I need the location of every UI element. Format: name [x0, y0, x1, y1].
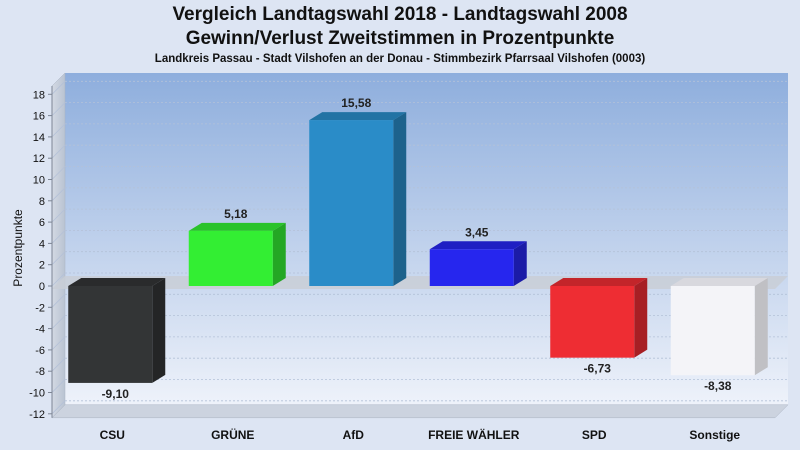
- data-label: -6,73: [584, 362, 612, 376]
- y-tick-label: -10: [29, 388, 45, 400]
- bar: [670, 286, 755, 376]
- y-tick-label: -12: [29, 409, 45, 421]
- bar-side: [634, 278, 648, 358]
- bar-side: [272, 222, 286, 286]
- grid-line-side: [51, 230, 66, 244]
- grid-line-side: [51, 357, 66, 372]
- bar-side: [513, 241, 527, 286]
- bar: [550, 286, 635, 358]
- y-tick-label: -8: [35, 366, 45, 378]
- bar-top: [68, 278, 166, 286]
- grid-line-side: [51, 208, 66, 223]
- bar: [68, 286, 153, 383]
- grid-line-side: [51, 251, 66, 265]
- y-tick-label: 12: [33, 153, 45, 165]
- chart-subtitle: Landkreis Passau - Stadt Vilshofen an de…: [154, 53, 646, 65]
- grid-line-side: [51, 400, 66, 415]
- data-label: 3,45: [465, 225, 489, 239]
- bar-top: [309, 112, 407, 121]
- bar-top: [670, 278, 768, 286]
- x-tick-label: CSU: [100, 428, 125, 442]
- grid-line-side: [51, 166, 66, 180]
- chart-title-line2: Gewinn/Verlust Zweitstimmen in Prozentpu…: [185, 28, 615, 49]
- y-tick-label: -6: [35, 345, 45, 357]
- y-tick-label: 14: [33, 132, 45, 144]
- grid-line-side: [51, 336, 66, 351]
- bar-top: [429, 241, 527, 250]
- y-tick-label: 10: [33, 175, 45, 187]
- data-label: -8,38: [704, 379, 732, 393]
- grid-line-side: [51, 102, 66, 116]
- bar: [429, 249, 514, 286]
- x-tick-label: GRÜNE: [211, 427, 254, 442]
- left-wall: [51, 72, 66, 419]
- x-tick-label: Sonstige: [689, 428, 740, 442]
- bar: [309, 120, 394, 286]
- bar-top: [550, 278, 648, 286]
- data-label: 5,18: [224, 207, 248, 221]
- y-axis-label: Prozentpunkte: [11, 209, 25, 287]
- x-tick-label: FREIE WÄHLER: [428, 427, 520, 442]
- bar-side: [754, 278, 768, 376]
- grid-line-side: [51, 294, 66, 308]
- y-tick-label: 4: [39, 238, 45, 250]
- x-tick-label: AfD: [343, 428, 365, 442]
- bar-top: [188, 222, 286, 231]
- floor: [51, 404, 789, 419]
- chart-title: Vergleich Landtagswahl 2018 - Landtagswa…: [172, 4, 628, 25]
- grid-line-side: [51, 272, 66, 287]
- grid-line-side: [51, 379, 66, 393]
- y-tick-label: 8: [39, 196, 45, 208]
- bar: [188, 230, 273, 286]
- x-tick-label: SPD: [582, 428, 607, 442]
- data-label: 15,58: [341, 96, 371, 110]
- data-label: -9,10: [102, 387, 130, 401]
- grid-line-side: [51, 315, 66, 329]
- y-tick-label: 6: [39, 217, 45, 229]
- y-tick-label: 18: [33, 89, 45, 101]
- bar-side: [393, 112, 407, 286]
- y-tick-label: 16: [33, 111, 45, 123]
- y-tick-label: -4: [35, 324, 45, 336]
- grid-line-side: [51, 144, 66, 159]
- grid-line-side: [51, 123, 66, 138]
- y-tick-label: 2: [39, 260, 45, 272]
- y-tick-label: 0: [39, 281, 45, 293]
- y-tick-label: -2: [35, 302, 45, 314]
- grid-line-side: [51, 187, 66, 202]
- bar-side: [152, 278, 166, 383]
- grid-line-side: [51, 81, 66, 95]
